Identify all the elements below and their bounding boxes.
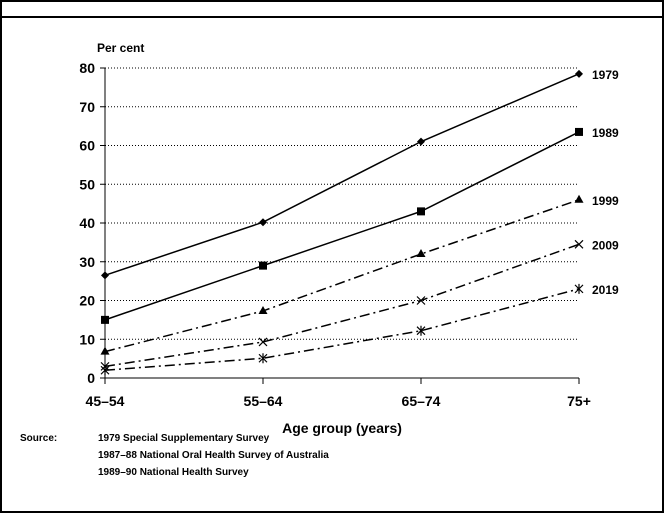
series-label: 2019 <box>592 283 619 297</box>
y-tick-label: 20 <box>79 293 95 309</box>
x-axis-label: Age group (years) <box>282 420 402 436</box>
x-tick-labels: 45–54 55–64 65–74 75+ <box>86 393 591 409</box>
data-point <box>574 194 584 203</box>
data-point <box>416 325 426 336</box>
data-point <box>258 353 268 364</box>
x-tick-label: 55–64 <box>244 393 283 409</box>
source-line-2: 1987–88 National Oral Health Survey of A… <box>98 450 329 461</box>
series-line <box>104 131 580 321</box>
data-point <box>574 239 584 249</box>
data-point <box>417 137 425 146</box>
series-line <box>104 73 580 277</box>
data-point <box>258 337 268 347</box>
y-tick-label: 40 <box>79 215 95 231</box>
top-band <box>2 2 662 18</box>
y-tick-label: 0 <box>87 370 95 386</box>
source-label: Source: <box>20 433 58 444</box>
source-line-1: 1979 Special Supplementary Survey <box>98 433 270 444</box>
x-tick-label: 45–54 <box>86 393 125 409</box>
series-markers <box>100 69 584 376</box>
source-line-3: 1989–90 National Health Survey <box>98 467 249 478</box>
data-point <box>575 127 583 136</box>
data-point <box>101 315 109 324</box>
x-tick-label: 75+ <box>567 393 591 409</box>
y-axis-label: Per cent <box>97 41 144 55</box>
series-label: 1989 <box>592 126 619 140</box>
data-point <box>259 261 267 270</box>
data-point <box>259 218 267 227</box>
y-tick-label: 50 <box>79 176 95 192</box>
y-tick-label: 10 <box>79 331 95 347</box>
series-line <box>104 243 580 368</box>
x-tick-label: 65–74 <box>402 393 441 409</box>
series-lines <box>104 73 580 371</box>
data-point <box>417 207 425 216</box>
y-tick-label: 60 <box>79 138 95 154</box>
y-tick-label: 70 <box>79 99 95 115</box>
data-point <box>574 283 584 294</box>
series-line <box>104 199 580 353</box>
gridlines <box>105 67 579 340</box>
data-point <box>416 249 426 257</box>
data-point <box>100 365 110 376</box>
series-labels: 1979 1989 1999 2009 2019 <box>592 68 619 297</box>
series-line <box>104 288 580 371</box>
data-point <box>100 346 110 355</box>
data-point <box>575 69 583 78</box>
data-point <box>101 271 109 280</box>
y-tick-label: 80 <box>79 60 95 76</box>
y-tick-labels: 0 10 20 30 40 50 60 70 80 <box>79 60 95 386</box>
series-label: 1979 <box>592 68 619 82</box>
data-point <box>416 296 426 305</box>
axes <box>100 67 580 384</box>
series-label: 2009 <box>592 238 619 252</box>
y-tick-label: 30 <box>79 254 95 270</box>
series-label: 1999 <box>592 194 619 208</box>
data-point <box>258 305 268 314</box>
line-chart: Per cent Age group (years) 0 10 20 30 40 50 60… <box>79 41 619 436</box>
